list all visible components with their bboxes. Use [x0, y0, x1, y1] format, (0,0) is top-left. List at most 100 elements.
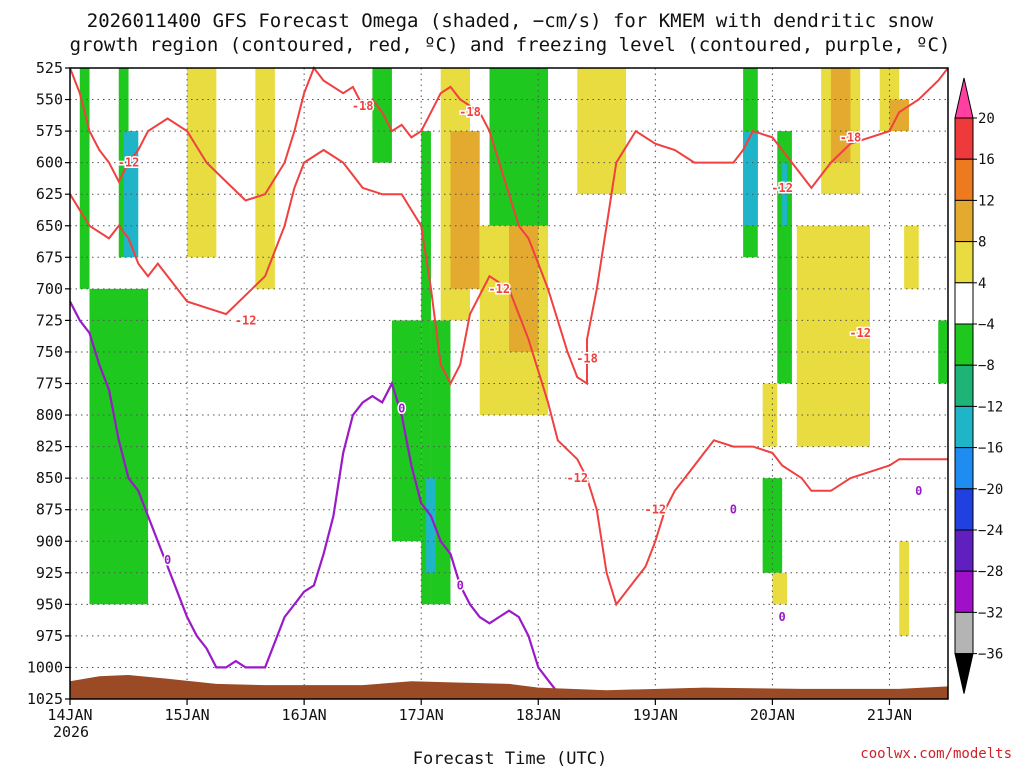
freezing-level-label-5: 0 [915, 484, 922, 498]
colorbar-label-12: −32 [978, 605, 1003, 621]
freezing-level-label-2: 0 [457, 578, 464, 592]
y-tick-label-3: 600 [36, 154, 63, 172]
colorbar-cap-top [954, 77, 974, 119]
y-tick-label-18: 975 [36, 627, 63, 645]
y-tick-label-12: 825 [36, 438, 63, 456]
omega-region-22 [772, 572, 788, 605]
contour-minus12-label-0: -12 [118, 156, 140, 170]
y-tick-label-4: 625 [36, 185, 63, 203]
chart-subtitle: growth region (contoured, red, ºC) and f… [70, 34, 951, 56]
omega-region-11 [426, 478, 436, 573]
contour-minus12-label-3: -12 [566, 471, 588, 485]
x-tick-label-1: 15JAN [164, 706, 209, 724]
x-tick-label-3: 17JAN [399, 706, 444, 724]
y-tick-label-17: 950 [36, 595, 63, 613]
omega-region-24 [782, 162, 788, 226]
contour-minus18 [69, 65, 949, 386]
freezing-level-label-0: 0 [398, 402, 405, 416]
contour-minus18-label-3: -18 [840, 130, 862, 144]
y-tick-label-5: 650 [36, 217, 63, 235]
colorbar-cap-bottom [954, 653, 974, 694]
colorbar-segment-8 [954, 405, 974, 449]
colorbar-segment-4 [954, 241, 974, 284]
freezing-level-label-3: 0 [730, 503, 737, 517]
y-tick-label-20: 1025 [27, 690, 63, 708]
y-axis-ticks: 525 550 575 600 625 650 675 700 725 750 775 800 825 8… [27, 59, 70, 708]
omega-region-3 [89, 288, 149, 605]
y-tick-label-8: 725 [36, 311, 63, 329]
ground-surface [70, 675, 948, 699]
y-tick-label-13: 850 [36, 469, 63, 487]
omega-region-8 [372, 68, 392, 163]
credit-link[interactable]: coolwx.com/modelts [860, 746, 1012, 762]
x-tick-label-4: 18JAN [516, 706, 561, 724]
colorbar-label-9: −20 [978, 482, 1003, 498]
y-tick-label-14: 875 [36, 501, 63, 519]
omega-region-25 [796, 225, 870, 447]
x-axis-label: Forecast Time (UTC) [413, 749, 607, 768]
contour-minus12-label-1: -12 [235, 313, 257, 327]
y-tick-label-1: 550 [36, 91, 63, 109]
omega-region-15 [489, 68, 549, 226]
contour-minus12 [69, 148, 948, 607]
x-tick-label-2: 16JAN [282, 706, 327, 724]
plot-area: -12 -12 -12 -12 -12 -12 -12 -18 -18 -18 -18 0 0 0 0 0 0 [69, 65, 949, 700]
y-tick-label-15: 900 [36, 532, 63, 550]
colorbar-segment-13 [954, 611, 974, 655]
y-tick-label-16: 925 [36, 564, 63, 582]
y-tick-label-11: 800 [36, 406, 63, 424]
colorbar-label-5: −4 [978, 317, 995, 333]
x-axis-year: 2026 [53, 723, 89, 741]
colorbar-segment-6 [954, 323, 974, 366]
x-tick-label-6: 20JAN [750, 706, 795, 724]
colorbar-segment-2 [954, 158, 974, 201]
contour-minus18-label-0: -18 [352, 99, 374, 113]
omega-region-6 [255, 68, 275, 163]
colorbar-segment-9 [954, 447, 974, 490]
colorbar-label-0: 20 [978, 111, 995, 127]
y-tick-label-9: 750 [36, 343, 63, 361]
omega-region-9 [421, 131, 431, 605]
freezing-level-label-4: 0 [779, 610, 786, 624]
y-tick-label-10: 775 [36, 375, 63, 393]
omega-region-7 [391, 320, 422, 542]
omega-region-27 [830, 68, 851, 163]
omega-region-31 [899, 541, 909, 636]
contours-layer [69, 65, 949, 700]
contour-minus18-label-1: -18 [459, 105, 481, 119]
x-axis-ticks: 14JAN 15JAN 16JAN 17JAN 18JAN 19JAN 20JAN 21JAN [47, 699, 912, 724]
colorbar-segment-10 [954, 488, 974, 531]
contour-minus18-label-2: -18 [576, 351, 598, 365]
ground-fill [70, 675, 948, 699]
colorbar-label-10: −24 [978, 523, 1003, 539]
omega-region-19 [743, 131, 758, 226]
contour-minus12-label-2: -12 [488, 282, 510, 296]
colorbar-label-7: −12 [978, 399, 1003, 415]
omega-region-16 [509, 225, 539, 352]
omega-region-0 [79, 68, 90, 289]
freezing-level-label-1: 0 [164, 553, 171, 567]
omega-region-17 [577, 68, 627, 195]
x-tick-label-7: 21JAN [867, 706, 912, 724]
colorbar-label-8: −16 [978, 441, 1003, 457]
colorbar-segment-11 [954, 529, 974, 572]
colorbar-label-6: −8 [978, 358, 995, 374]
omega-region-32 [938, 320, 948, 384]
omega-region-5 [255, 131, 275, 289]
omega-region-30 [904, 225, 919, 289]
y-tick-label-2: 575 [36, 122, 63, 140]
omega-shading-layer [79, 68, 948, 636]
colorbar-label-13: −36 [978, 647, 1003, 663]
colorbar-label-1: 16 [978, 152, 995, 168]
colorbar-segment-5 [954, 282, 974, 325]
contour-minus12-label-5: -12 [771, 181, 793, 195]
y-tick-label-7: 700 [36, 280, 63, 298]
colorbar-label-11: −28 [978, 564, 1003, 580]
contour-freezing-level [69, 300, 569, 700]
y-tick-label-6: 675 [36, 248, 63, 266]
contour-minus12-label-4: -12 [644, 503, 666, 517]
contour-labels-layer: -12 -12 -12 -12 -12 -12 -12 -18 -18 -18 -18 0 0 0 0 0 0 [116, 97, 924, 625]
chart-title: 2026011400 GFS Forecast Omega (shaded, −… [87, 10, 934, 32]
colorbar: 20 16 12 8 4 −4 −8 −12 −16 −20 −24 −28 −32 −36 [954, 77, 1003, 694]
